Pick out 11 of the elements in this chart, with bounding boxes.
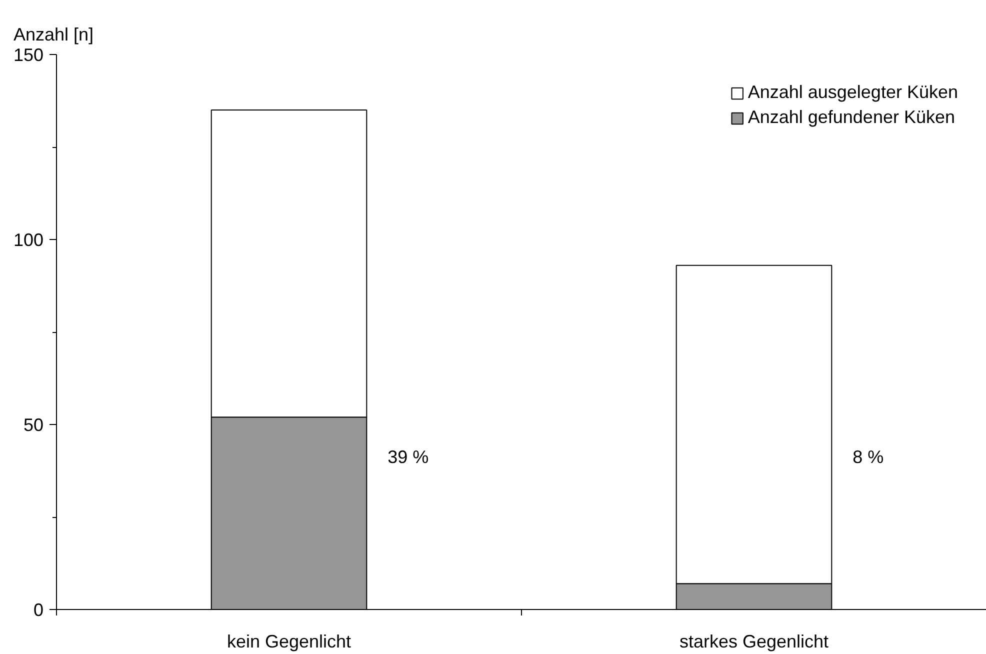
annotation: 39 % [388,446,429,467]
y-tick-label: 150 [13,45,44,65]
x-tick-label: starkes Gegenlicht [679,632,829,652]
y-tick-label: 0 [33,600,44,620]
x-tick-label: kein Gegenlicht [226,632,352,652]
legend-label: Anzahl ausgelegter Küken [748,82,958,103]
y-tick-label: 100 [13,230,44,250]
legend-label: Anzahl gefundener Küken [748,107,956,128]
annotation: 8 % [852,446,884,467]
y-axis-title: Anzahl [n] [14,24,94,44]
y-tick-label: 50 [23,415,44,435]
